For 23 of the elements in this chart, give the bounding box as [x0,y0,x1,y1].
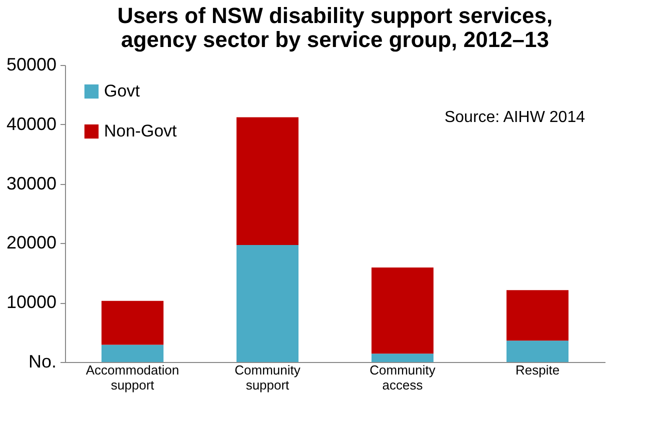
bar [506,290,568,341]
x-tick-label: Respite [515,362,560,378]
legend-label: Non-Govt [104,122,178,140]
legend-label: Govt [104,82,140,100]
bar [506,340,568,362]
bar [102,344,164,362]
bar [236,117,298,245]
y-tick-label: 10000 [6,292,56,312]
bar [102,300,164,345]
y-tick-label: 30000 [6,173,56,194]
x-tick-label: Community support [234,362,301,392]
y-tick-label: 40000 [6,114,56,134]
y-tick-label: 20000 [6,232,56,253]
x-tick-label: Accommodation support [86,362,180,392]
annotation: Source: AIHW 2014 [444,109,586,126]
bar [372,354,434,362]
x-tick-label: Community access [370,362,436,392]
text: Users of NSW disability support services, [117,3,553,28]
bar [236,244,298,362]
y-tick-label: 50000 [6,54,56,74]
text: agency sector by service group, 2012–13 [120,27,550,52]
bar [372,268,434,354]
y-tick-label: No. [28,352,56,372]
